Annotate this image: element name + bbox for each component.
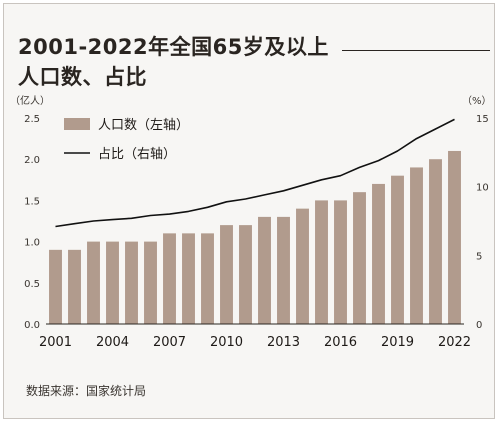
bar-population (68, 249, 81, 324)
left-tick-label: 0.0 (24, 320, 40, 331)
line-share (55, 118, 455, 228)
right-axis-unit: （%） (462, 95, 492, 107)
x-tick-label: 2001 (39, 335, 72, 350)
right-tick-label: 10 (476, 183, 489, 194)
left-tick-label: 2.0 (24, 155, 40, 166)
bar-population (87, 241, 100, 324)
bar-population (239, 225, 252, 324)
left-tick-label: 1.0 (24, 238, 40, 249)
right-tick-label: 15 (476, 114, 489, 125)
bar-population (220, 225, 233, 324)
legend-label-line: 占比（右轴） (98, 147, 176, 162)
bar-population (163, 233, 176, 324)
right-tick-label: 5 (476, 251, 482, 262)
x-tick-label: 2019 (381, 335, 414, 350)
bar-population (410, 167, 423, 324)
left-tick-label: 2.5 (24, 114, 40, 125)
chart-title: 2001-2022年全国65岁及以上 人口数、占比 (18, 32, 329, 92)
right-tick-label: 0 (476, 320, 482, 331)
chart-title-line1: 2001-2022年全国65岁及以上 (18, 35, 329, 59)
bar-population (201, 233, 214, 324)
x-tick-label: 2013 (267, 335, 300, 350)
x-tick-label: 2022 (438, 335, 471, 350)
x-tick-label: 2007 (153, 335, 186, 350)
bar-population (258, 216, 271, 324)
bar-population (49, 249, 62, 324)
bar-population (353, 192, 366, 324)
bar-population (144, 241, 157, 324)
bar-population (182, 233, 195, 324)
left-tick-label: 0.5 (24, 279, 40, 290)
bar-population (448, 150, 461, 324)
bar-population (372, 183, 385, 324)
legend-swatch-bar (64, 118, 90, 130)
bar-population (391, 175, 404, 324)
source-note: 数据来源：国家统计局 (26, 384, 147, 398)
legend-label-bar: 人口数（左轴） (98, 118, 189, 133)
bar-population (315, 200, 328, 324)
bar-population (334, 200, 347, 324)
bar-population (429, 159, 442, 324)
x-tick-label: 2010 (210, 335, 243, 350)
x-tick-label: 2016 (324, 335, 357, 350)
chart-title-line2: 人口数、占比 (18, 65, 147, 89)
bar-population (277, 216, 290, 324)
title-rule (342, 50, 490, 51)
bar-population (125, 241, 138, 324)
left-axis-unit: （亿人） (10, 94, 50, 107)
x-tick-label: 2004 (96, 335, 129, 350)
left-tick-label: 1.5 (24, 196, 40, 207)
bar-population (296, 208, 309, 324)
bar-population (106, 241, 119, 324)
